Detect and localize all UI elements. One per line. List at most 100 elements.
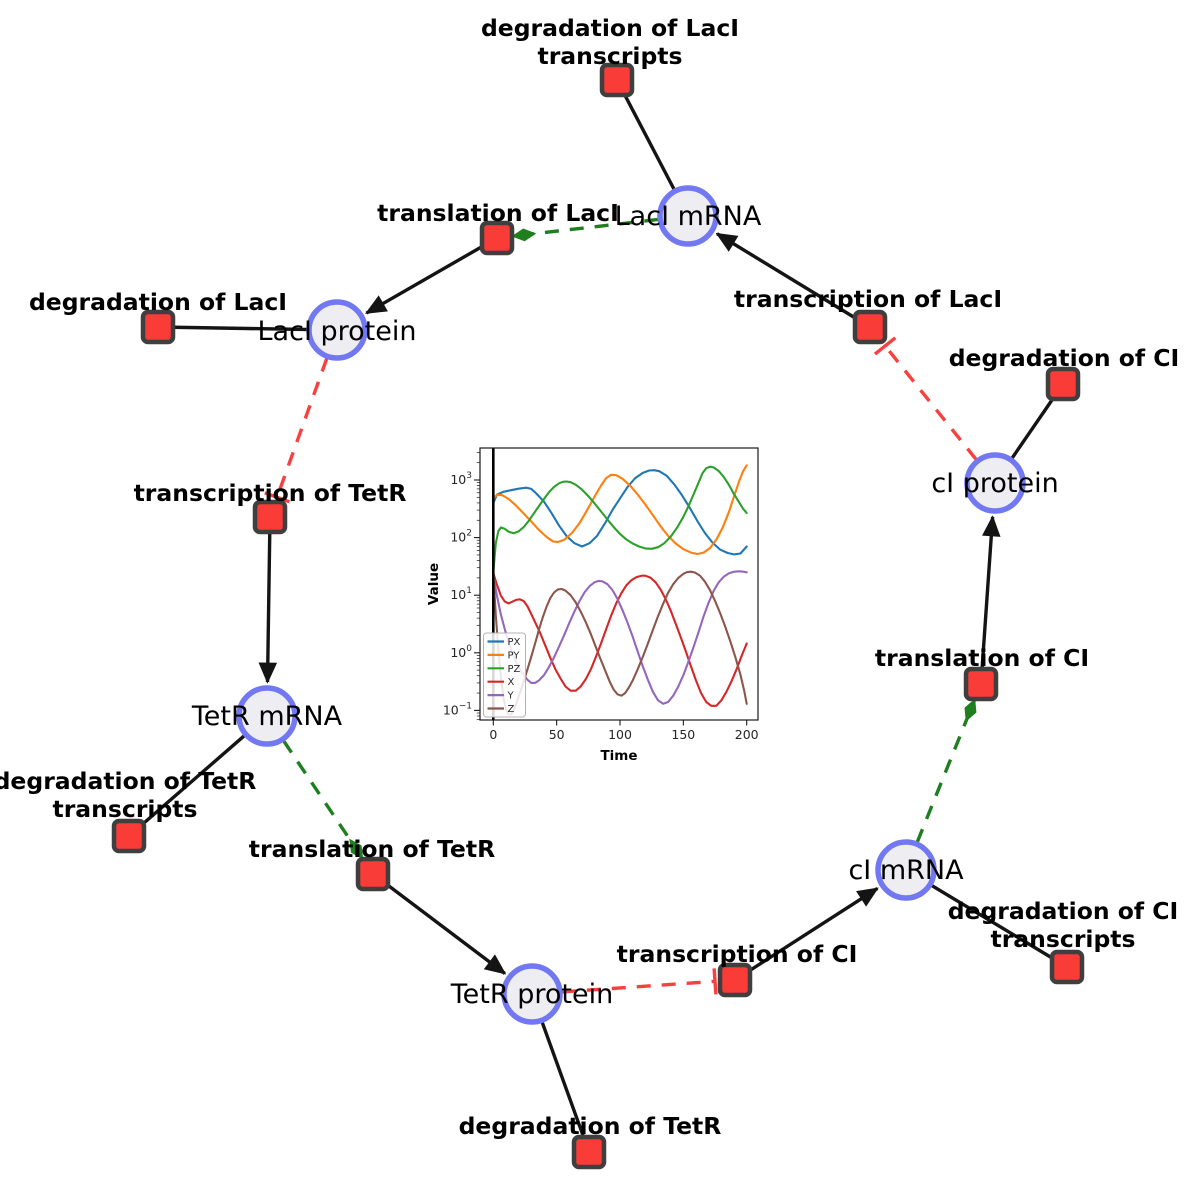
reaction-label-line: degradation of CI — [948, 897, 1179, 925]
edge-transl_lacI-lacI_protein — [365, 236, 498, 315]
species-label-lacI_mRNA: LacI mRNA — [615, 201, 762, 232]
chart-series-Y — [492, 570, 748, 705]
chart-series-PZ — [492, 465, 748, 574]
y-tick-base: 10 — [450, 530, 466, 545]
reaction-label-transl_cI: translation of CI — [875, 644, 1089, 672]
y-axis-title: Value — [426, 563, 442, 605]
reaction-label-line: transcription of LacI — [734, 285, 1002, 313]
legend-label-X: X — [508, 677, 515, 688]
reaction-label-line: degradation of CI — [949, 344, 1180, 372]
reaction-label-line: transcripts — [990, 925, 1135, 953]
reaction-label-line: transcription of TetR — [134, 479, 407, 507]
species-label-cI_protein: cI protein — [931, 468, 1058, 499]
y-tick-label: 101 — [450, 586, 472, 602]
reaction-node-deg_tetR — [571, 1134, 607, 1170]
edge-lacI_protein-txn_tetR-tbar — [264, 491, 290, 504]
y-tick-base: 10 — [443, 702, 459, 717]
x-tick-label: 200 — [735, 727, 759, 742]
y-tick-exponent: 3 — [466, 471, 472, 481]
reaction-node-deg_cI_tx — [1049, 949, 1085, 985]
reaction-label-deg_lacI: degradation of LacI — [29, 288, 287, 316]
reaction-node-deg_lacI — [140, 309, 176, 345]
edge-cI_mRNA-deg_cI_tx — [905, 868, 1068, 969]
y-tick-exponent: 1 — [466, 586, 472, 596]
chart-series-PX — [492, 469, 748, 556]
legend-label-Y: Y — [507, 691, 515, 702]
y-tick-base: 10 — [450, 645, 466, 660]
reaction-label-line: transcripts — [537, 42, 682, 70]
reaction-label-line: degradation of LacI — [29, 288, 287, 316]
reaction-node-transl_cI — [963, 666, 999, 702]
edge-lacI_protein-txn_tetR — [275, 357, 329, 498]
edge-txn_tetR-tetR_mRNA — [258, 516, 278, 684]
reaction-label-deg_cI_tx: degradation of CI transcripts — [948, 897, 1179, 953]
reaction-label-deg_tetR: degradation of TetR — [459, 1112, 722, 1140]
y-tick-exponent: −1 — [459, 701, 472, 711]
edge-transl_tetR-tetR_protein — [371, 872, 507, 975]
edges-layer — [127, 79, 1068, 1153]
reaction-label-transl_tetR: translation of TetR — [249, 835, 495, 863]
reaction-label-txn_lacI: transcription of LacI — [734, 285, 1002, 313]
species-node-tetR_protein — [501, 963, 563, 1025]
nodes-layer — [111, 62, 1085, 1170]
species-node-lacI_mRNA — [657, 185, 719, 247]
x-tick-label: 0 — [489, 727, 497, 742]
reaction-label-line: degradation of TetR — [459, 1112, 722, 1140]
species-label-tetR_protein: TetR protein — [450, 979, 613, 1010]
legend-label-PX: PX — [508, 637, 521, 648]
reaction-label-line: transcription of CI — [617, 940, 858, 968]
reaction-label-deg_tetR_tx: degradation of TetR transcripts — [0, 767, 256, 823]
x-tick-label: 150 — [671, 727, 695, 742]
x-tick-label: 100 — [608, 727, 632, 742]
y-tick-base: 10 — [450, 587, 466, 602]
species-node-cI_mRNA — [875, 839, 937, 901]
reaction-node-txn_lacI — [852, 309, 888, 345]
reaction-node-txn_cI — [717, 962, 753, 998]
species-node-cI_protein — [964, 452, 1026, 514]
reaction-label-deg_cI: degradation of CI — [949, 344, 1180, 372]
species-node-lacI_protein — [306, 299, 368, 361]
edge-tetR_protein-txn_cI — [561, 979, 716, 994]
edge-tetR_protein-txn_cI-tbar — [712, 968, 718, 995]
x-tick-label: 50 — [549, 727, 565, 742]
y-tick-base: 10 — [450, 472, 466, 487]
edge-txn_lacI-lacI_mRNA — [715, 232, 871, 329]
reaction-node-deg_cI — [1045, 366, 1081, 402]
reaction-node-deg_lacI_tx — [599, 62, 635, 98]
y-tick-exponent: 2 — [466, 529, 472, 539]
x-axis-title: Time — [600, 748, 637, 764]
species-label-lacI_protein: LacI protein — [258, 316, 417, 347]
labels-layer: degradation of LacI transcriptstranslatio… — [0, 14, 1179, 1140]
edge-transl_cI-cI_protein — [979, 515, 1001, 685]
reaction-node-deg_tetR_tx — [111, 818, 147, 854]
legend-label-PY: PY — [508, 650, 521, 661]
chart-series-PY — [492, 464, 748, 556]
species-node-tetR_mRNA — [236, 685, 298, 747]
species-label-cI_mRNA: cI mRNA — [848, 855, 964, 886]
reaction-label-txn_cI: transcription of CI — [617, 940, 858, 968]
chart-series-X — [492, 572, 748, 707]
reaction-label-line: translation of LacI — [377, 199, 619, 227]
species-label-tetR_mRNA: TetR mRNA — [191, 701, 343, 732]
reaction-node-transl_tetR — [355, 856, 391, 892]
reaction-label-line: degradation of LacI — [481, 14, 739, 42]
reaction-label-line: translation of TetR — [249, 835, 495, 863]
y-tick-exponent: 0 — [466, 644, 472, 654]
legend-label-PZ: PZ — [508, 664, 521, 675]
edge-txn_cI-cI_mRNA — [734, 886, 879, 982]
reaction-label-transl_lacI: translation of LacI — [377, 199, 619, 227]
reaction-label-line: degradation of TetR — [0, 767, 256, 795]
y-tick-label: 100 — [450, 644, 472, 660]
edge-cI_mRNA-transl_cI — [915, 698, 977, 843]
reaction-label-txn_tetR: transcription of TetR — [134, 479, 407, 507]
y-tick-label: 102 — [450, 529, 472, 545]
reaction-node-transl_lacI — [479, 220, 515, 256]
y-tick-label: 103 — [450, 471, 472, 487]
legend-label-Z: Z — [508, 704, 515, 715]
chart-axes-spines — [479, 447, 759, 721]
y-tick-label: 10−1 — [443, 701, 472, 717]
reaction-label-line: translation of CI — [875, 644, 1089, 672]
